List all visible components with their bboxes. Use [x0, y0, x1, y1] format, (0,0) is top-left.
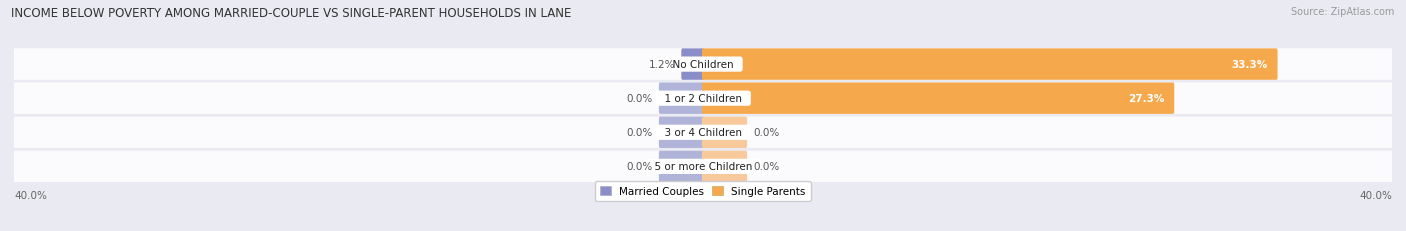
Text: 0.0%: 0.0% — [627, 94, 652, 104]
Text: 0.0%: 0.0% — [754, 128, 779, 138]
FancyBboxPatch shape — [702, 117, 747, 148]
Text: INCOME BELOW POVERTY AMONG MARRIED-COUPLE VS SINGLE-PARENT HOUSEHOLDS IN LANE: INCOME BELOW POVERTY AMONG MARRIED-COUPL… — [11, 7, 572, 20]
FancyBboxPatch shape — [702, 49, 1278, 80]
FancyBboxPatch shape — [14, 49, 1392, 80]
Text: 3 or 4 Children: 3 or 4 Children — [658, 128, 748, 138]
Text: 0.0%: 0.0% — [627, 162, 652, 172]
Text: 27.3%: 27.3% — [1128, 94, 1164, 104]
FancyBboxPatch shape — [14, 83, 1392, 114]
FancyBboxPatch shape — [14, 117, 1392, 148]
Text: 1 or 2 Children: 1 or 2 Children — [658, 94, 748, 104]
FancyBboxPatch shape — [659, 83, 704, 114]
Text: 1.2%: 1.2% — [650, 60, 675, 70]
Text: 40.0%: 40.0% — [1360, 190, 1392, 200]
FancyBboxPatch shape — [702, 83, 1174, 114]
Legend: Married Couples, Single Parents: Married Couples, Single Parents — [595, 181, 811, 201]
Text: No Children: No Children — [666, 60, 740, 70]
Text: 5 or more Children: 5 or more Children — [648, 162, 758, 172]
FancyBboxPatch shape — [14, 151, 1392, 182]
FancyBboxPatch shape — [702, 151, 747, 182]
Text: 33.3%: 33.3% — [1232, 60, 1268, 70]
Text: 0.0%: 0.0% — [754, 162, 779, 172]
FancyBboxPatch shape — [659, 151, 704, 182]
Text: Source: ZipAtlas.com: Source: ZipAtlas.com — [1291, 7, 1395, 17]
FancyBboxPatch shape — [682, 49, 704, 80]
Text: 0.0%: 0.0% — [627, 128, 652, 138]
Text: 40.0%: 40.0% — [14, 190, 46, 200]
FancyBboxPatch shape — [659, 117, 704, 148]
